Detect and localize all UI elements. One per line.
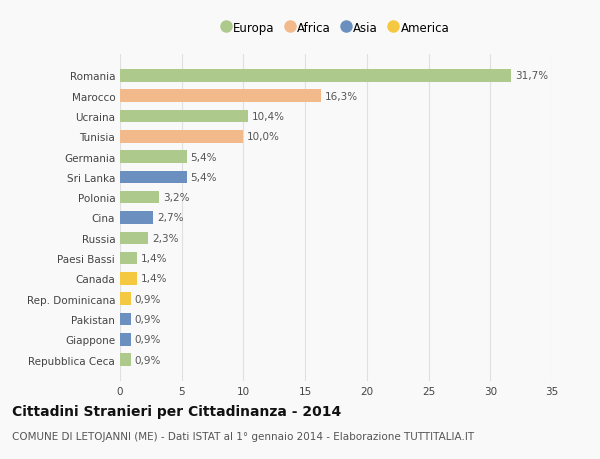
Bar [120, 171, 187, 184]
Text: Cittadini Stranieri per Cittadinanza - 2014: Cittadini Stranieri per Cittadinanza - 2… [12, 404, 341, 418]
Bar [120, 252, 137, 265]
Text: 2,7%: 2,7% [157, 213, 184, 223]
Text: 0,9%: 0,9% [135, 335, 161, 345]
Text: 0,9%: 0,9% [135, 355, 161, 365]
Text: 2,3%: 2,3% [152, 233, 179, 243]
Bar [120, 232, 148, 245]
Bar [120, 191, 160, 204]
Bar [120, 70, 511, 83]
Bar [120, 313, 131, 325]
Text: 16,3%: 16,3% [325, 91, 358, 101]
Text: COMUNE DI LETOJANNI (ME) - Dati ISTAT al 1° gennaio 2014 - Elaborazione TUTTITAL: COMUNE DI LETOJANNI (ME) - Dati ISTAT al… [12, 431, 474, 442]
Text: 1,4%: 1,4% [141, 274, 167, 284]
Bar [120, 273, 137, 285]
Text: 10,0%: 10,0% [247, 132, 280, 142]
Bar [120, 90, 321, 103]
Bar [120, 353, 131, 366]
Bar [120, 333, 131, 346]
Bar [120, 111, 248, 123]
Text: 10,4%: 10,4% [252, 112, 285, 122]
Text: 31,7%: 31,7% [515, 71, 548, 81]
Bar [120, 151, 187, 163]
Text: 1,4%: 1,4% [141, 253, 167, 263]
Text: 0,9%: 0,9% [135, 314, 161, 325]
Text: 3,2%: 3,2% [163, 193, 190, 203]
Text: 5,4%: 5,4% [190, 152, 217, 162]
Legend: Europa, Africa, Asia, America: Europa, Africa, Asia, America [223, 22, 449, 35]
Text: 0,9%: 0,9% [135, 294, 161, 304]
Text: 5,4%: 5,4% [190, 173, 217, 183]
Bar [120, 293, 131, 305]
Bar [120, 212, 154, 224]
Bar [120, 131, 244, 143]
